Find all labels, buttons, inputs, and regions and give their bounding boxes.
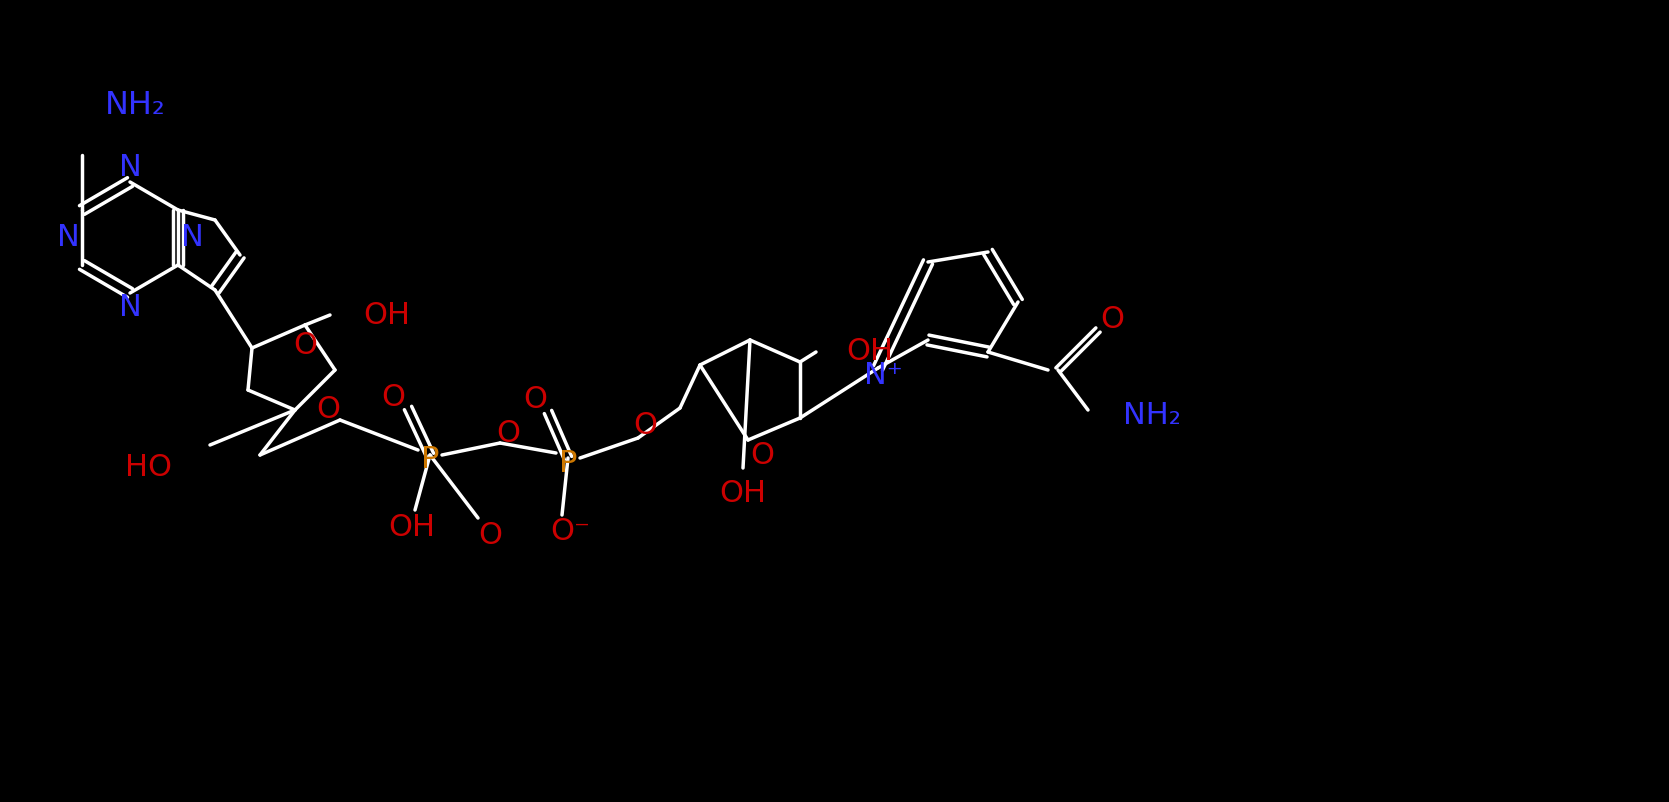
Text: O: O <box>633 411 658 439</box>
Text: O: O <box>381 383 406 412</box>
Text: O: O <box>477 520 502 549</box>
Text: HO: HO <box>125 453 172 483</box>
Text: O: O <box>496 419 521 448</box>
Text: O: O <box>1100 306 1123 334</box>
Text: P: P <box>559 448 577 477</box>
Text: NH₂: NH₂ <box>1123 400 1182 430</box>
Text: NH₂: NH₂ <box>105 90 165 120</box>
Text: N: N <box>118 153 142 183</box>
Text: N: N <box>180 224 204 253</box>
Text: OH: OH <box>362 301 411 330</box>
Text: N: N <box>57 224 80 253</box>
Text: O: O <box>749 441 774 471</box>
Text: OH: OH <box>389 513 436 542</box>
Text: OH: OH <box>846 338 893 367</box>
Text: N⁺: N⁺ <box>863 362 903 391</box>
Text: O: O <box>522 386 547 415</box>
Text: N: N <box>118 293 142 322</box>
Text: O: O <box>315 395 340 424</box>
Text: O: O <box>294 330 317 359</box>
Text: O⁻: O⁻ <box>551 517 591 546</box>
Text: P: P <box>421 445 439 475</box>
Text: OH: OH <box>719 479 766 508</box>
